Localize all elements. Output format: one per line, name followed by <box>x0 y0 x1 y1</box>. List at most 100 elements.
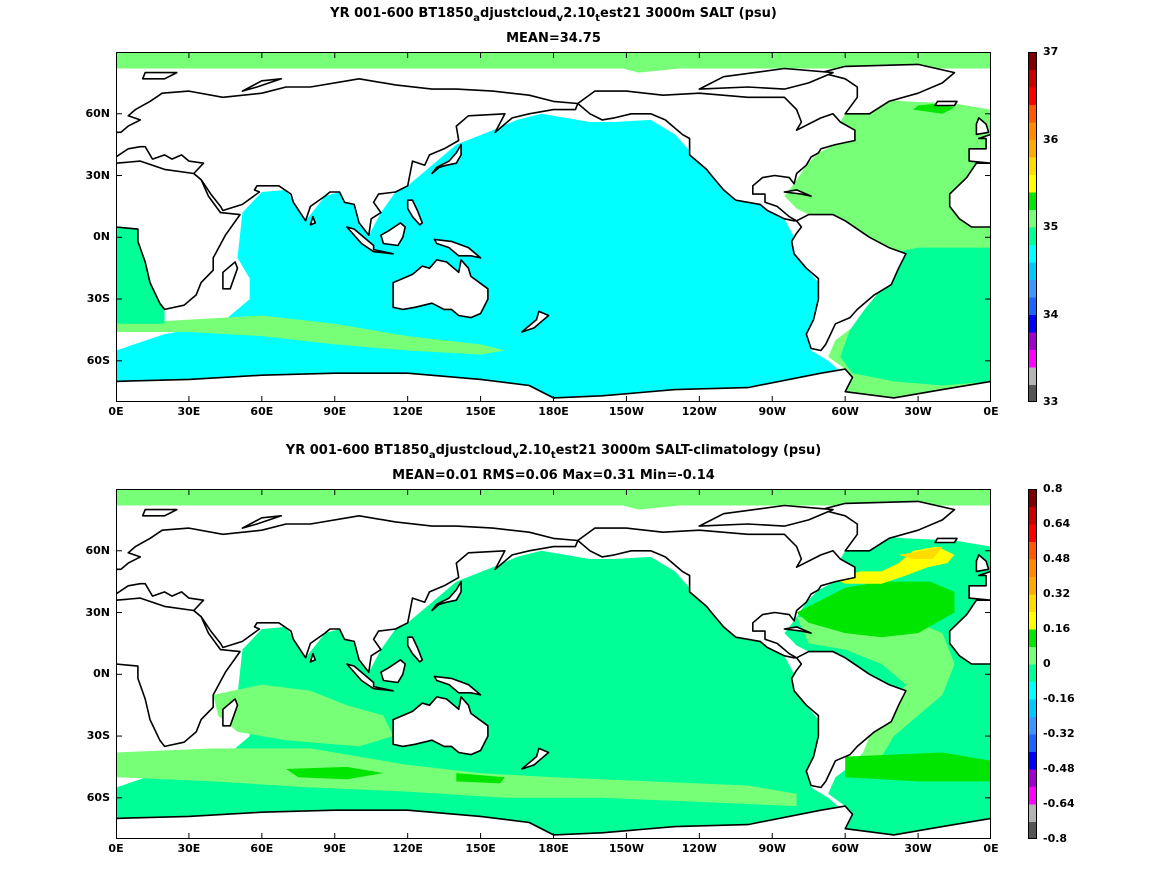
landmass-japan <box>431 143 462 175</box>
panel2-colorbar <box>1028 489 1037 840</box>
map-canvas <box>116 52 991 402</box>
x-tick-label: 30E <box>177 405 201 418</box>
x-tick-label: 30E <box>177 842 201 855</box>
ocean-region-arctic-patch <box>614 497 680 510</box>
colorbar-swatch <box>1028 716 1037 735</box>
landmass-japan <box>431 580 462 612</box>
landmass-sumatra-java <box>346 663 394 692</box>
colorbar-swatch <box>1028 646 1037 665</box>
x-tick-label: 90E <box>323 405 347 418</box>
landmass-borneo <box>380 659 406 684</box>
colorbar-swatch <box>1028 664 1037 682</box>
landmass-greenland <box>820 63 956 115</box>
colorbar-swatch <box>1028 332 1037 350</box>
colorbar-swatch <box>1028 384 1037 403</box>
x-tick-label: 30W <box>904 842 932 855</box>
panel1-map <box>116 52 991 402</box>
landmass-madagascar <box>222 261 239 290</box>
landmass-iceland <box>934 537 958 544</box>
colorbar-swatch <box>1028 227 1037 245</box>
landmass-philippines <box>406 636 424 663</box>
landmass-novaya <box>241 515 283 529</box>
colorbar-swatch <box>1028 174 1037 193</box>
colorbar-swatch <box>1028 69 1037 88</box>
colorbar-tick-label: -0.32 <box>1043 727 1075 740</box>
x-tick-label: 0E <box>983 405 999 418</box>
colorbar-swatch <box>1028 244 1037 263</box>
landmass-philippines <box>406 199 424 226</box>
y-tick-label: 60S <box>86 353 110 367</box>
ocean-region-arctic-patch2 <box>225 58 287 69</box>
x-tick-label: 120W <box>681 405 717 418</box>
colorbar-swatch <box>1028 52 1037 70</box>
colorbar-swatch <box>1028 104 1037 123</box>
ocean-region-south-green2 <box>456 773 505 784</box>
ocean-region-south-green <box>286 766 384 780</box>
landmass-cuba <box>783 626 812 634</box>
colorbar-frame <box>1028 52 1037 402</box>
landmass-novaya <box>241 78 283 92</box>
panel1-subtitle: MEAN=34.75 <box>506 31 601 46</box>
colorbar-swatch <box>1028 279 1037 298</box>
colorbar-swatch <box>1028 524 1037 542</box>
ocean-region-arctic-patch <box>614 60 680 73</box>
y-tick-label: 30N <box>85 605 110 619</box>
landmass-south-america <box>790 213 907 352</box>
y-tick-label: 30S <box>86 292 110 306</box>
y-tick-label: 30S <box>86 729 110 743</box>
x-tick-label: 0E <box>108 842 124 855</box>
ocean-region-south-band <box>116 315 505 355</box>
landmass-uk <box>975 117 990 136</box>
landmass-australia <box>392 696 489 756</box>
colorbar-tick-label: -0.48 <box>1043 762 1075 775</box>
ocean-region-atlantic-light <box>796 612 955 767</box>
colorbar-swatch <box>1028 506 1037 525</box>
colorbar-swatch <box>1028 559 1037 577</box>
colorbar-tick-label: 35 <box>1043 220 1059 233</box>
colorbar-swatch <box>1028 489 1037 507</box>
colorbar-tick-label: 0.16 <box>1043 622 1071 635</box>
colorbar-canvas <box>1028 52 1037 403</box>
colorbar-tick-label: 0 <box>1043 657 1051 670</box>
colorbar-swatch <box>1028 699 1037 717</box>
colorbar-swatch <box>1028 367 1037 385</box>
colorbar-tick-label: 0.32 <box>1043 587 1071 600</box>
ocean-region-n-atl-green <box>796 581 955 638</box>
landmass-australia <box>392 259 489 319</box>
x-tick-label: 30W <box>904 405 932 418</box>
colorbar-swatch <box>1028 786 1037 805</box>
landmass-canadian-arctic <box>698 67 834 90</box>
colorbar-swatch <box>1028 139 1037 158</box>
ocean-region-atlantic-south-deep <box>840 247 991 386</box>
y-tick-label: 0N <box>93 230 110 244</box>
panel1-colorbar <box>1028 52 1037 403</box>
colorbar-tick-label: 0.48 <box>1043 552 1071 565</box>
landmass-cuba <box>783 189 812 197</box>
landmass-greenland <box>820 500 956 552</box>
landmass-svalbard <box>141 71 178 80</box>
colorbar-tick-label: -0.16 <box>1043 692 1075 705</box>
colorbar-swatch <box>1028 734 1037 752</box>
ocean-region-labrador-orange <box>898 546 943 559</box>
colorbar-tick-label: 37 <box>1043 45 1059 58</box>
x-tick-label: 0E <box>983 842 999 855</box>
colorbar-swatch <box>1028 629 1037 647</box>
colorbar-tick-label: 0.64 <box>1043 517 1071 530</box>
ocean-region-indian-light <box>213 684 394 747</box>
colorbar-tick-label: -0.8 <box>1043 832 1068 845</box>
colorbar-swatch <box>1028 349 1037 368</box>
landmass-new-zealand <box>521 310 550 333</box>
colorbar-tick-label: 34 <box>1043 307 1059 321</box>
landmass-sri-lanka <box>309 652 317 663</box>
colorbar-swatch <box>1028 821 1037 840</box>
landmass-borneo <box>380 222 406 247</box>
colorbar-swatch <box>1028 541 1037 560</box>
x-tick-label: 150E <box>465 405 496 418</box>
colorbar-tick-label: 33 <box>1043 395 1059 408</box>
landmass-antarctica <box>116 368 991 402</box>
landmass-new-guinea <box>433 675 482 696</box>
y-tick-label: 30N <box>85 168 110 182</box>
y-tick-label: 0N <box>93 667 110 681</box>
landmass-antarctica <box>116 805 991 839</box>
panel2-subtitle: MEAN=0.01 RMS=0.06 Max=0.31 Min=-0.14 <box>392 468 715 483</box>
